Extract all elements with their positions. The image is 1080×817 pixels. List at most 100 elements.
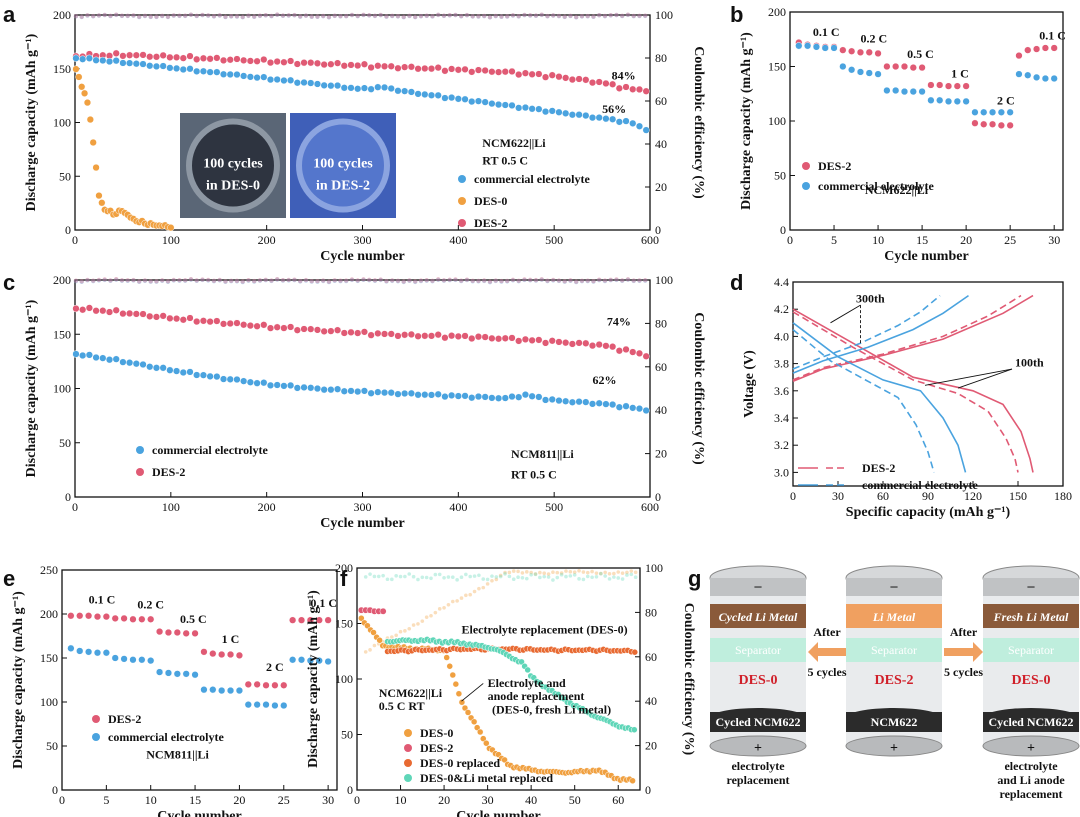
x-tick-label: 5 xyxy=(103,793,109,807)
x-tick-label: 120 xyxy=(964,489,982,503)
data-point-des2 xyxy=(615,84,623,92)
ce-point-commercial xyxy=(637,13,642,19)
metal-label: Fresh Li Metal xyxy=(993,610,1069,624)
data-point-des2 xyxy=(288,616,297,624)
minus-sign: – xyxy=(1027,579,1036,594)
data-point-des2 xyxy=(164,628,173,637)
arrow-label: After xyxy=(813,625,841,639)
ce-point-des2 xyxy=(614,277,619,282)
arrow-label: After xyxy=(950,625,978,639)
legend-label: commercial electrolyte xyxy=(862,478,978,492)
ce-point-des0 xyxy=(529,570,533,575)
ce-point-des2 xyxy=(188,12,194,17)
ce-point-commercial xyxy=(441,278,447,283)
ce-point-des0_li xyxy=(511,577,516,582)
data-point-commercial xyxy=(562,397,570,405)
ce-point-des0 xyxy=(485,582,490,586)
ce-point-commercial xyxy=(79,14,84,20)
ce-point-des2 xyxy=(510,13,516,18)
ce-point-commercial xyxy=(183,13,188,19)
data-point-commercial xyxy=(1024,71,1032,79)
data-point-commercial xyxy=(635,122,644,130)
ce-point-commercial xyxy=(96,278,102,283)
data-point-commercial xyxy=(588,114,597,122)
ce-point-commercial xyxy=(493,13,498,19)
ce-point-des2 xyxy=(315,279,320,284)
ce-point-commercial xyxy=(401,14,406,20)
ce-point-des2 xyxy=(315,14,320,19)
data-point-des2 xyxy=(1050,44,1058,52)
data-point-commercial xyxy=(199,67,208,75)
ce-point-commercial xyxy=(574,15,579,20)
data-point-des0 xyxy=(89,138,97,147)
ce-point-commercial xyxy=(574,279,579,285)
data-point-des2 xyxy=(246,57,255,65)
ce-point-des2 xyxy=(280,277,286,283)
data-point-commercial xyxy=(293,384,301,392)
x-tick-label: 10 xyxy=(395,793,407,807)
ce-point-des2 xyxy=(326,14,332,20)
data-point-des2 xyxy=(213,317,221,325)
pointer-line xyxy=(461,683,484,702)
ce-point-commercial xyxy=(367,278,372,283)
ce-point-des2 xyxy=(79,14,84,19)
x-tick-label: 0 xyxy=(790,489,796,503)
ce-point-des2 xyxy=(326,279,332,284)
ce-point-commercial xyxy=(229,279,234,284)
data-point-des2 xyxy=(380,330,389,338)
y-axis-label: Discharge capacity (mAh g⁻¹) xyxy=(739,32,754,210)
ce-point-commercial xyxy=(361,12,366,18)
y-tick-label: 50 xyxy=(59,436,71,450)
data-point-des0 xyxy=(483,739,490,747)
ce-point-des2 xyxy=(91,13,96,19)
data-point-des2 xyxy=(313,326,322,334)
ce-point-des2 xyxy=(539,277,544,282)
ce-point-des0 xyxy=(625,570,629,575)
ce-point-des0 xyxy=(507,570,512,575)
annotation: 74% xyxy=(607,315,631,329)
ce-point-des2 xyxy=(165,279,171,284)
data-point-des2 xyxy=(474,66,483,74)
ce-point-des2 xyxy=(453,277,458,282)
data-point-commercial xyxy=(152,364,161,372)
ce-point-des2 xyxy=(637,278,642,283)
ce-point-des2 xyxy=(102,277,107,282)
ce-point-commercial xyxy=(476,279,481,284)
data-point-des2 xyxy=(266,58,275,67)
data-point-commercial xyxy=(847,66,856,74)
x-axis-label: Cycle number xyxy=(157,809,241,817)
ce-point-des2 xyxy=(579,278,585,283)
data-point-des2 xyxy=(447,65,456,73)
ce-point-commercial xyxy=(510,278,516,283)
ce-point-des2 xyxy=(298,14,303,19)
data-point-commercial xyxy=(865,69,873,77)
ce-point-des0 xyxy=(420,619,425,623)
separator-label: Separator xyxy=(735,643,781,657)
ce-point-des2 xyxy=(125,278,130,283)
ce-point-des2 xyxy=(418,13,424,19)
ce-point-des2 xyxy=(252,14,257,19)
metal-layer xyxy=(983,604,1079,628)
ce-point-commercial xyxy=(125,278,130,283)
ce-point-des2 xyxy=(372,278,378,283)
data-point-commercial xyxy=(226,375,234,383)
ce-point-des0_li xyxy=(416,577,420,582)
ce-point-commercial xyxy=(131,13,136,18)
ce-point-commercial xyxy=(108,278,113,284)
data-point-des2 xyxy=(360,328,369,336)
data-point-des2 xyxy=(262,681,270,689)
ce-point-des0 xyxy=(594,571,599,575)
x-axis-label: Cycle number xyxy=(320,249,404,264)
ce-point-des2 xyxy=(643,13,648,18)
ce-point-des2 xyxy=(631,13,636,19)
ce-point-des2 xyxy=(85,277,90,283)
battery-cell: – Li Metal Separator DES-2 NCM622 + xyxy=(845,565,943,757)
data-point-des2 xyxy=(72,304,80,313)
ce-point-des2 xyxy=(102,12,107,18)
x-tick-label: 400 xyxy=(449,233,467,247)
data-point-des2 xyxy=(374,329,382,338)
data-point-des2 xyxy=(374,62,382,70)
x-tick-label: 20 xyxy=(960,233,972,247)
data-point-des0 xyxy=(167,224,175,232)
